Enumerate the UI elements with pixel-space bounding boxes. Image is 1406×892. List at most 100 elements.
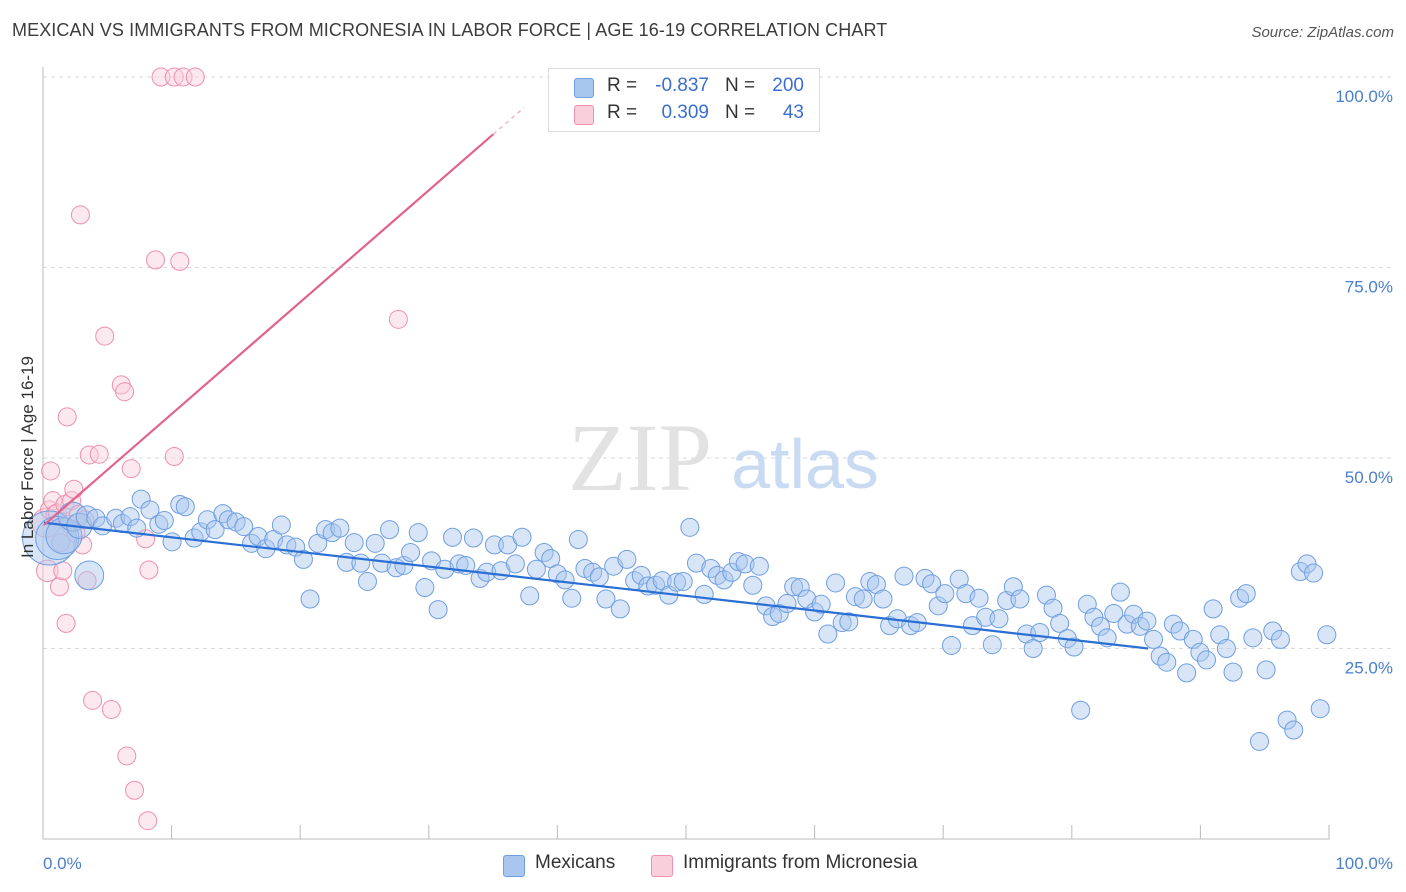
mexicans-point [1030,622,1050,642]
mexicans-point [915,568,935,588]
legend-row-mexicans: R = -0.837 N = 200 [549,73,819,101]
mexicans-point [1010,589,1030,609]
mexicans-point [1064,637,1084,657]
micronesia-point [70,205,90,225]
mexicans-point [1236,584,1256,604]
mexicans-point [1197,650,1217,670]
micronesia-point [73,535,93,555]
mexicans-point [928,596,948,616]
mexicans-point [401,542,421,562]
mexicans-point [969,588,989,608]
micronesia-point [49,577,69,597]
mexicans-point [631,565,651,585]
mexicans-point [811,594,831,614]
y-tick-label: 50.0% [1345,468,1393,487]
legend-n-value: 43 [782,102,804,123]
mexicans-point [120,507,140,527]
mexicans-point [1050,613,1070,633]
bottom-legend-mexicans: Mexicans [503,852,615,877]
micronesia-point [41,461,61,481]
correlation-legend: R = -0.837 N = 200 R = 0.309 N = 43 [548,68,820,132]
mexicans-point [769,603,789,623]
micronesia-point [83,690,103,710]
mexicans-point [140,500,160,520]
mexicans-point [714,570,734,590]
mexicans-point [1277,710,1297,730]
axes [42,67,1330,840]
mexicans-point [86,508,106,528]
mexicans-point [1304,563,1324,583]
mexicans-point [935,584,955,604]
legend-row-micronesia: R = 0.309 N = 43 [549,100,819,128]
micronesia-point [64,479,84,499]
mexicans-point [562,588,582,608]
y-tick-labels: 25.0% 50.0% 75.0% 100.0% [1335,87,1393,678]
mexicans-point [149,514,169,534]
legend-swatch-pink [651,855,673,877]
legend-swatch-pink [574,105,594,125]
micronesia-point [146,250,166,270]
mexicans-point [894,566,914,586]
mexicans-point [982,635,1002,655]
watermark-zip: ZIP [568,404,712,511]
mexicans-point [1263,621,1283,641]
mexicans-point [1157,652,1177,672]
mexicans-point [1071,700,1091,720]
mexicans-point [1216,639,1236,658]
mexicans-point [701,558,721,578]
mexicans-points [22,489,1337,751]
mexicans-point [1130,616,1150,636]
mexicans-point [610,599,630,619]
mexicans-point [351,553,371,573]
mexicans-point [293,549,313,569]
legend-r-label: R = [607,75,638,96]
source-label: Source: ZipAtlas.com [1251,24,1394,41]
mexicans-point [673,571,693,591]
legend-r-value: 0.309 [661,102,709,123]
mexicans-point [1091,616,1111,636]
mexicans-point [1243,628,1263,648]
micronesia-points [31,67,408,831]
mexicans-trend-line [43,521,1149,650]
legend-n-value: 200 [772,75,804,96]
mexicans-point [694,584,714,604]
mexicans-point [408,523,428,543]
mexicans-point [512,527,532,547]
y-tick-label: 75.0% [1345,278,1393,297]
mexicans-point [790,578,810,598]
mexicans-point [330,518,350,538]
micronesia-point [51,533,71,553]
y-axis-label: In Labor Force | Age 16-19 [18,356,37,558]
mexicans-point [505,554,525,574]
mexicans-point [357,571,377,591]
mexicans-point [941,635,961,655]
mexicans-point [428,600,448,620]
x-tick-min: 0.0% [43,854,82,873]
mexicans-point [680,517,700,537]
mexicans-point [1223,662,1243,682]
mexicans-point [989,609,1009,629]
mexicans-point [1256,660,1276,680]
mexicans-point [1003,577,1023,597]
legend-swatch-blue [503,855,525,877]
chart-title: MEXICAN VS IMMIGRANTS FROM MICRONESIA IN… [12,20,888,40]
micronesia-point [95,326,115,346]
mexicans-point [743,575,763,595]
mexicans-point [1317,625,1337,645]
micronesia-point [125,780,145,800]
micronesia-trend-line [43,133,495,526]
mexicans-point [1270,629,1290,649]
micronesia-point [151,67,171,87]
mexicans-point [686,553,706,573]
micronesia-trend-extension [492,106,525,135]
mexicans-point [1137,611,1157,631]
mexicans-point [873,589,893,609]
mexicans-point [162,532,182,552]
mexicans-point [922,574,942,594]
micronesia-point [57,407,77,427]
mexicans-point [667,572,687,592]
mexicans-point [463,528,483,548]
mexicans-point [826,573,846,593]
mexicans-point [853,589,873,609]
